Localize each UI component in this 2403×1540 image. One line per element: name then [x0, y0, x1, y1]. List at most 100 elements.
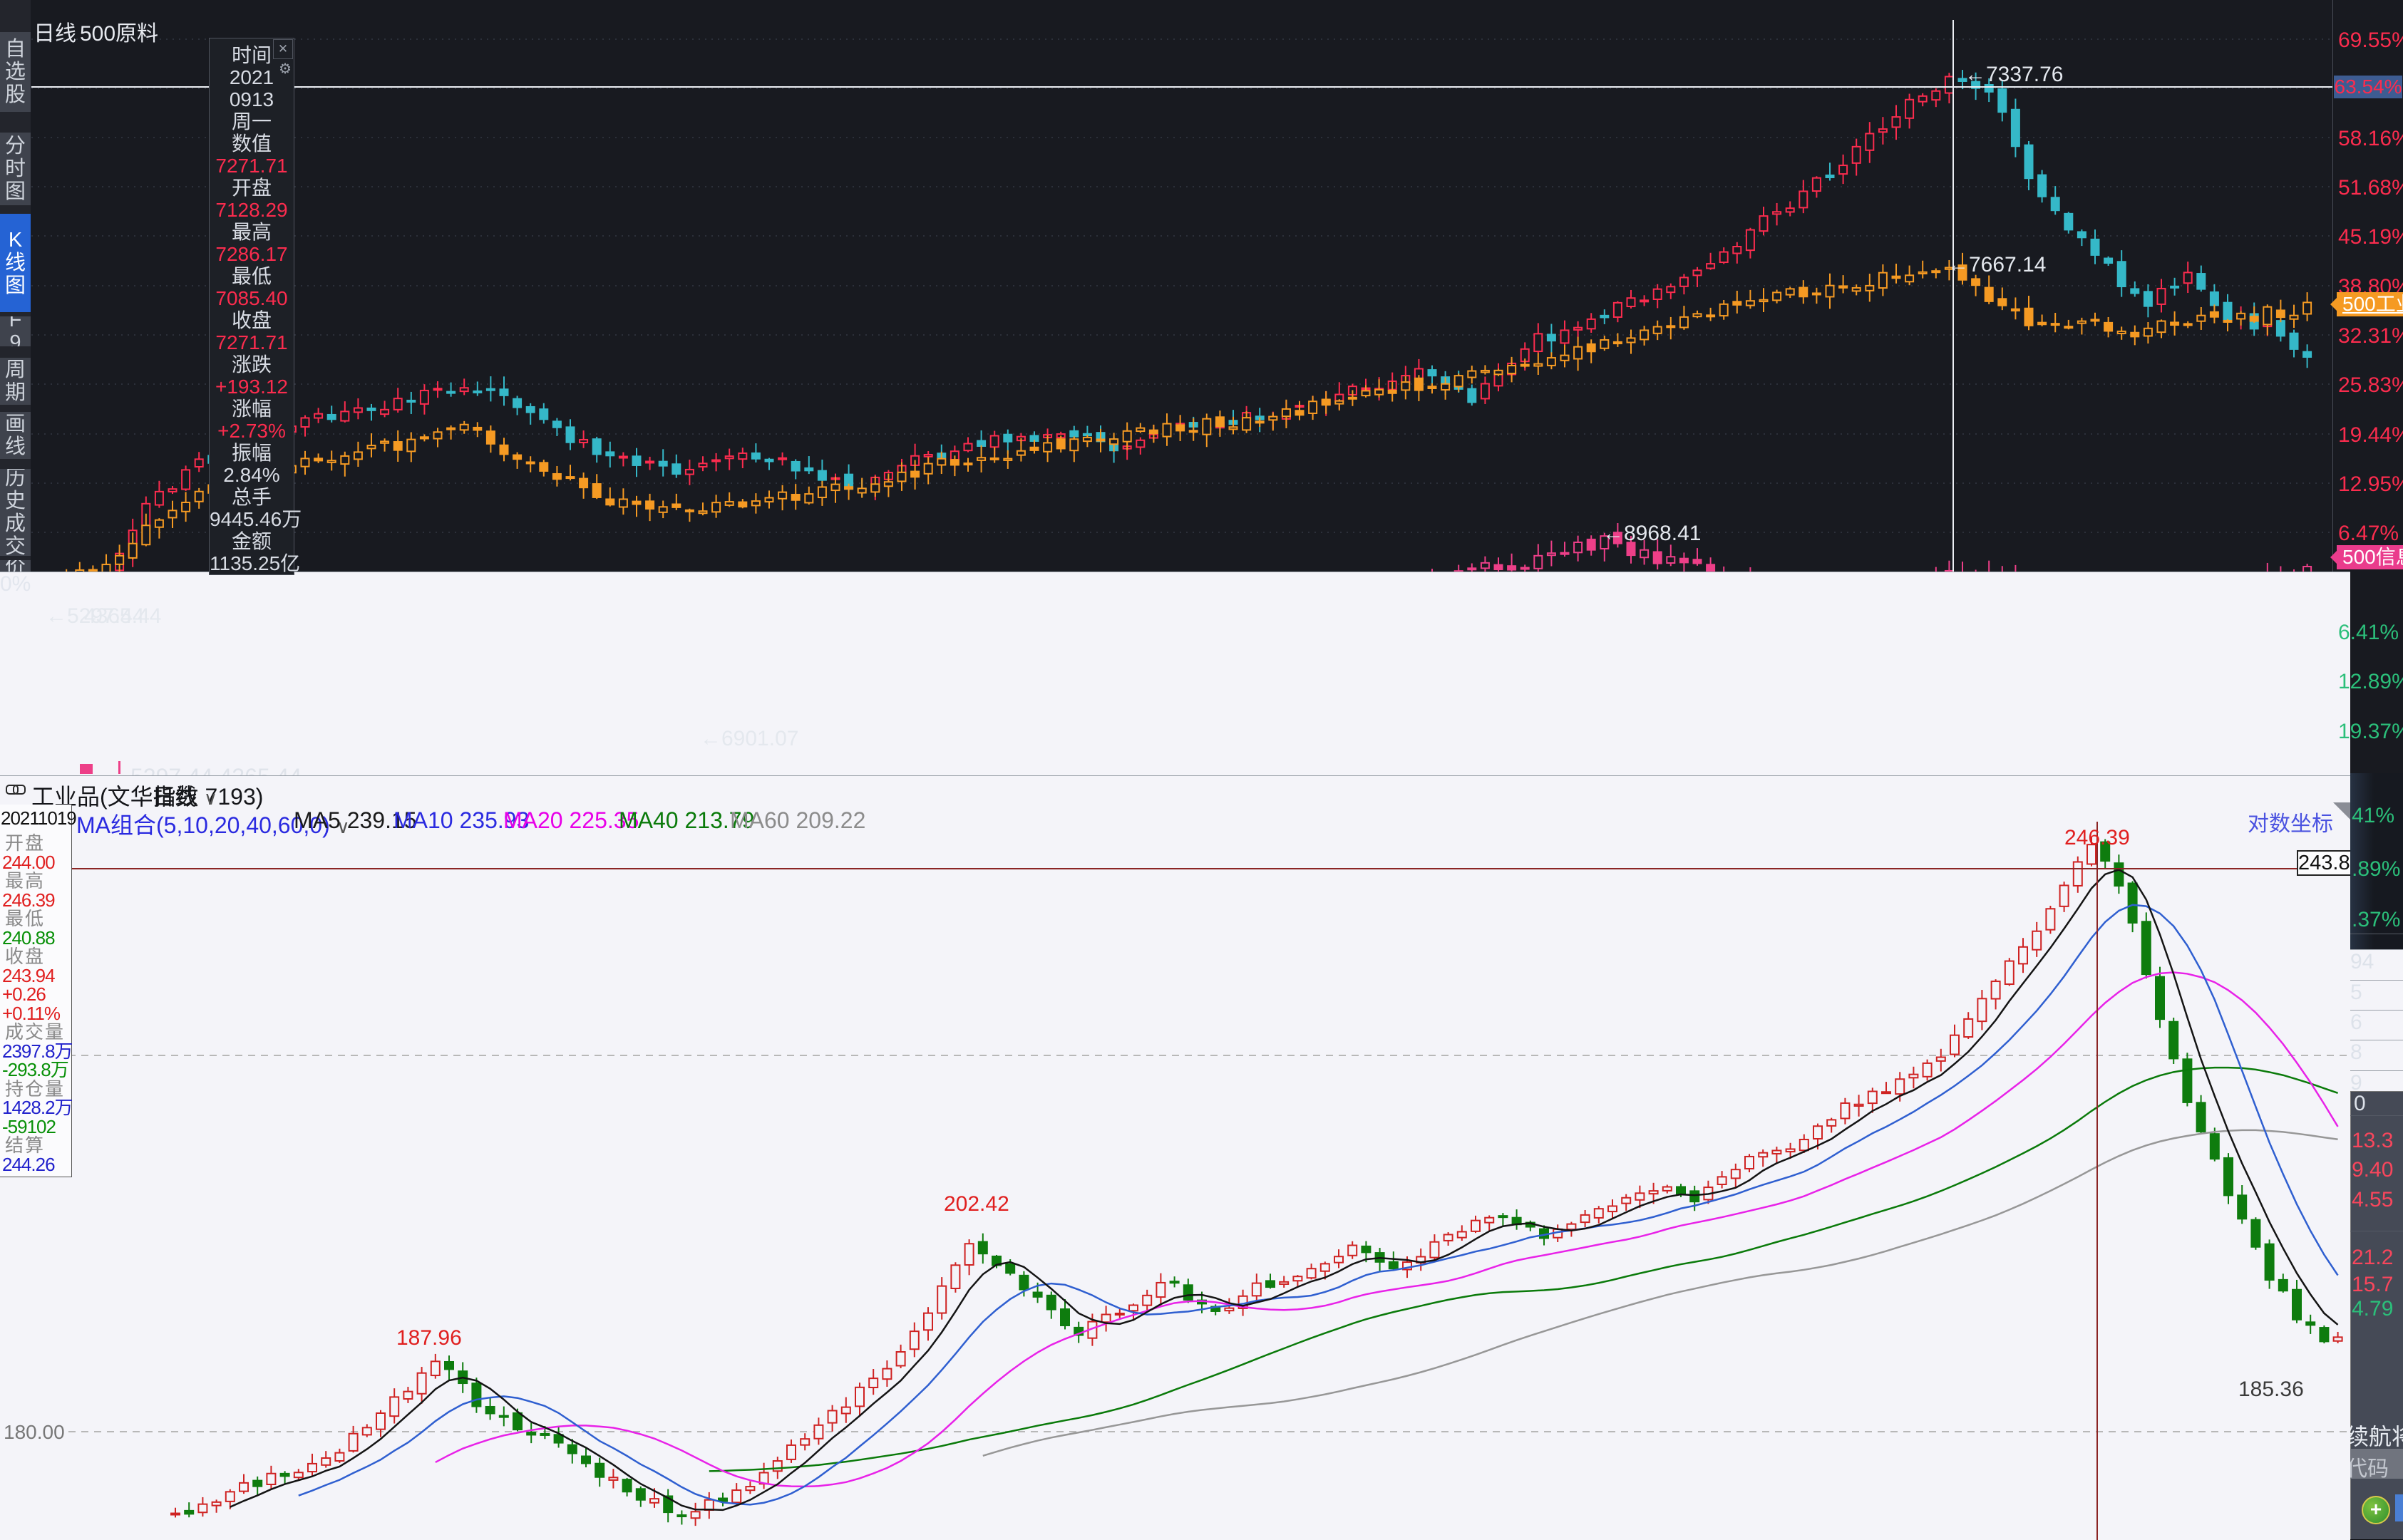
- top-symbol-label[interactable]: 500原料: [80, 22, 159, 46]
- chevron-down-icon: ∨: [336, 816, 350, 837]
- log-scale-label[interactable]: 对数坐标: [2248, 812, 2333, 836]
- tooltip-row: 周一: [231, 110, 272, 133]
- ma-label[interactable]: MA60 209.22: [730, 807, 866, 833]
- background-window-strip: 41% .89% .37% 94 5 6 8 9 0 13.3 9.40 4.55 21.2 15.7 4.…: [2350, 773, 2403, 1539]
- gear-icon[interactable]: ⚙: [279, 61, 292, 77]
- strip-divider: [2350, 1115, 2403, 1116]
- ma-label[interactable]: MA组合(5,10,20,40,60,0) ∨: [76, 812, 350, 838]
- quote-row: -293.8万: [2, 1059, 69, 1080]
- quote-row: 244.26: [2, 1153, 56, 1175]
- bottom-chart-window: 工业品(文华指数 7193) 日线 ∨ MA组合(5,10,20,40,60,0…: [0, 775, 2350, 1540]
- price-callout: ←5297.44: [46, 604, 145, 628]
- price-callout: ←8968.41: [1602, 522, 1702, 545]
- ohlc-tooltip-panel[interactable]: ✕ ⚙ 时间 2021 0913 周一 数值 7271.71 开盘 7128.29 最高 7286…: [209, 38, 302, 575]
- axis-tick: 69.55%: [2338, 29, 2403, 52]
- strip-label: 9.40: [2352, 1158, 2394, 1182]
- axis-tick: 12.89%: [2338, 670, 2403, 693]
- tooltip-row: 数值: [231, 133, 272, 155]
- quote-row: 240.88: [2, 926, 56, 949]
- quote-row: 243.94: [2, 964, 56, 986]
- strip-label: 4.55: [2352, 1188, 2394, 1211]
- series-badge-500工业[interactable]: 500工业: [2330, 292, 2403, 316]
- quote-row: 2397.8万: [2, 1040, 73, 1062]
- strip-code-row[interactable]: 代码: [2350, 1449, 2403, 1481]
- quote-row: 结算: [5, 1135, 46, 1156]
- ma-line-60: [982, 1129, 2338, 1457]
- tooltip-row: 7271.71: [215, 331, 288, 353]
- quote-row: 成交量: [5, 1021, 66, 1043]
- candles-main: [170, 837, 2343, 1526]
- tooltip-row: 振幅: [231, 442, 272, 464]
- quote-row: +0.26: [2, 983, 46, 1005]
- bottom-window-header: 工业品(文华指数 7193) 日线 ∨: [0, 776, 2350, 810]
- close-icon[interactable]: ✕: [273, 39, 293, 59]
- top-period-label[interactable]: 日线: [34, 22, 76, 46]
- plus-app-icon[interactable]: +: [2362, 1496, 2390, 1524]
- tooltip-row: 7128.29: [215, 199, 288, 221]
- sidebar-item-label: F9: [9, 316, 22, 346]
- top-axis-line: [2332, 0, 2333, 773]
- tooltip-row: 9445.46万: [210, 508, 302, 530]
- quote-info-panel: 20211019 开盘 244.00 最高 246.39 最低 240.88 收盘 243.9…: [0, 805, 77, 1177]
- axis-tick: 6.47%: [2338, 522, 2399, 545]
- tooltip-row: 收盘: [231, 309, 272, 331]
- candles-500工业: [35, 252, 2312, 618]
- strip-label: 21.2: [2352, 1246, 2394, 1269]
- tooltip-row: 2.84%: [223, 464, 280, 486]
- axis-tick: 12.95%: [2338, 472, 2403, 496]
- quote-row: 246.39: [2, 889, 56, 911]
- price-callout: 246.39: [2064, 826, 2130, 849]
- axis-tick: 6.41%: [2338, 621, 2399, 644]
- quote-row: +0.11%: [2, 1002, 61, 1024]
- candles-500原料: [35, 70, 2312, 619]
- tooltip-row: 涨跌: [231, 353, 272, 376]
- price-callout: 185.36: [2238, 1378, 2304, 1401]
- axis-tick: 51.68%: [2338, 176, 2403, 200]
- link-icon[interactable]: [6, 785, 26, 796]
- candle-fragment: [118, 761, 120, 774]
- quote-row: 1428.2万: [2, 1097, 73, 1118]
- price-callout: ←6901.07: [700, 727, 799, 750]
- ma-line-40: [709, 1066, 2339, 1472]
- tooltip-row: 7286.17: [215, 243, 288, 265]
- strip-label: 13.3: [2352, 1129, 2394, 1152]
- sidebar-item-自选股[interactable]: 自选股: [0, 32, 31, 112]
- sidebar-item-label: 分时图: [4, 135, 26, 203]
- tooltip-rows: 时间 2021 0913 周一 数值 7271.71 开盘 7128.29 最高 7286.17 最…: [210, 38, 302, 574]
- ma-label[interactable]: MA20 225.35: [503, 807, 639, 833]
- ma-label[interactable]: MA5 239.15: [294, 807, 417, 833]
- ma-line-5: [230, 869, 2339, 1511]
- sidebar-item-label: 历史成交: [4, 469, 26, 556]
- sidebar-item-周期[interactable]: 周期: [0, 358, 31, 405]
- axis-tick: 19.37%: [2338, 720, 2403, 743]
- tooltip-row: 7085.40: [215, 287, 288, 309]
- price-callout: 4365.44: [84, 604, 162, 628]
- quote-row: 244.00: [2, 851, 56, 873]
- price-callout: 202.42: [944, 1192, 1009, 1216]
- ma-label[interactable]: MA40 213.79: [619, 807, 755, 833]
- axis-tick: 19.44%: [2338, 423, 2403, 447]
- tooltip-row: 金额: [231, 530, 272, 552]
- sidebar-item-历史成交[interactable]: 历史成交: [0, 469, 31, 556]
- chevron-down-icon: ∨: [203, 787, 217, 809]
- quote-row: 最低: [5, 908, 46, 929]
- sidebar-item-画线[interactable]: 画线: [0, 412, 31, 459]
- series-badge-500信息[interactable]: 500信息: [2330, 545, 2403, 569]
- tooltip-row: +2.73%: [217, 420, 286, 442]
- partial-app-icon[interactable]: [2395, 1494, 2403, 1521]
- price-callout: ←7667.14: [1947, 253, 2047, 277]
- quote-date: 20211019: [1, 807, 77, 829]
- strip-code-label: 代码: [2350, 1457, 2389, 1481]
- sidebar-item-分时图[interactable]: 分时图: [0, 133, 31, 205]
- sidebar-item-F9[interactable]: F9: [0, 316, 31, 346]
- axis-tick: 45.19%: [2338, 225, 2403, 249]
- sidebar-item-label: K线图: [4, 229, 26, 297]
- last-price-box: 243.85: [2297, 850, 2350, 876]
- ma-line-20: [435, 971, 2339, 1488]
- ma-label[interactable]: MA10 235.93: [393, 807, 530, 833]
- bottom-period-dropdown[interactable]: 日线 ∨: [152, 784, 217, 810]
- corner-fold-icon[interactable]: [2333, 802, 2350, 820]
- tooltip-row: +193.12: [215, 376, 288, 398]
- sidebar-item-K线图[interactable]: K线图: [0, 214, 31, 312]
- tooltip-row: 2021: [229, 66, 274, 88]
